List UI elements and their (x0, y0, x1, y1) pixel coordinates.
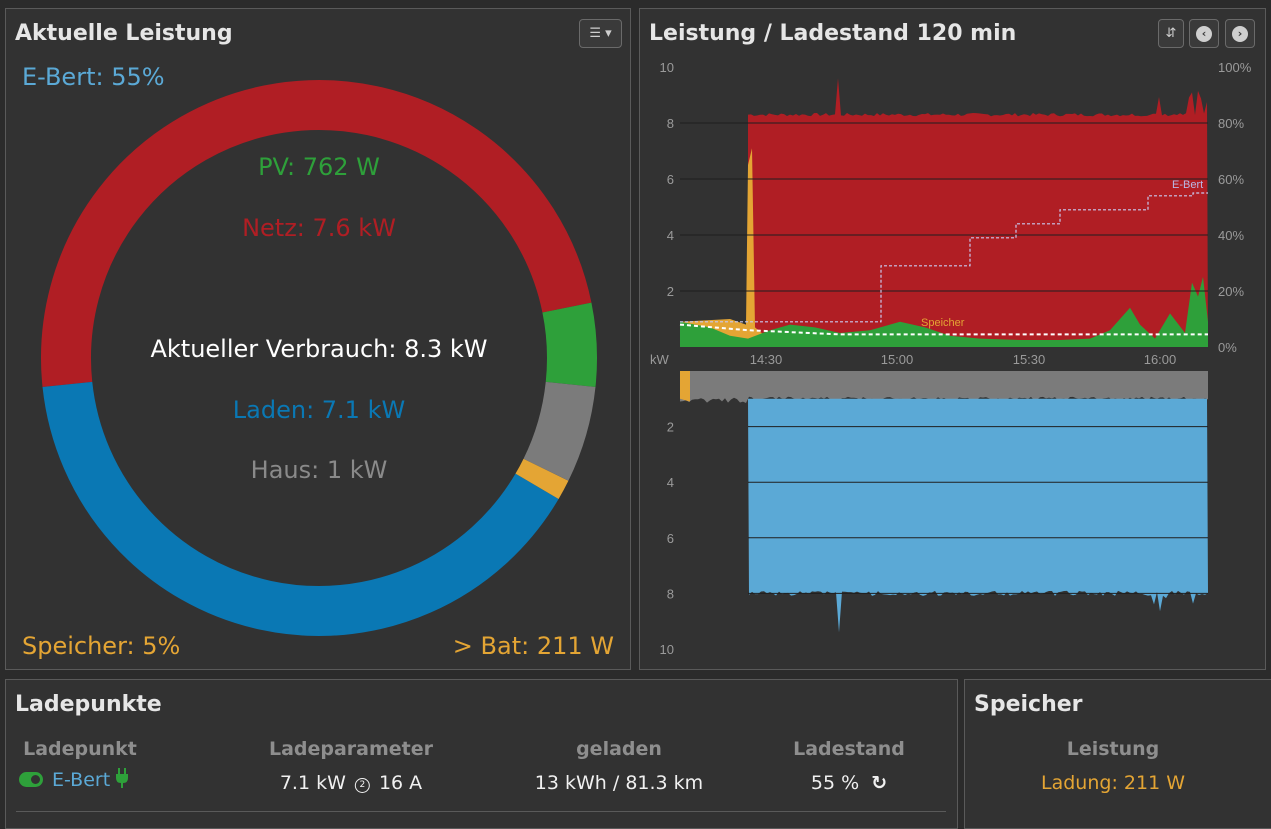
plug-icon (115, 768, 129, 793)
y-tick-label-lower: 6 (667, 531, 674, 546)
refresh-icon[interactable]: ↻ (871, 772, 888, 794)
history-panel-title: Leistung / Ladestand 120 min (649, 21, 1017, 46)
storage-power-value: Ladung: 211 W (1041, 772, 1185, 794)
y-tick-label: 4 (667, 228, 674, 243)
house-arc (523, 381, 596, 481)
soc-value: 55 % ↻ (810, 772, 888, 794)
y2-tick-label: 20% (1218, 284, 1244, 299)
charging-power-label: Laden: 7.1 kW (232, 396, 406, 424)
menu-bars-icon: ☰ ▾ (589, 26, 612, 41)
battery-power-label: > Bat: 211 W (452, 632, 614, 660)
chart-menu-button[interactable]: ☰ ▾ (579, 19, 622, 48)
y2-tick-label: 40% (1218, 228, 1244, 243)
house-power-label: Haus: 1 kW (250, 456, 388, 484)
grid-arc (41, 80, 592, 388)
y-tick-label: 8 (667, 116, 674, 131)
x-tick-label: 15:30 (1013, 352, 1046, 367)
table-row[interactable]: E-Bert 7.1 kW 2 16 A 13 kWh / 81.3 km 55… (6, 680, 957, 820)
chargepoint-toggle[interactable] (19, 772, 43, 787)
history-panel: Leistung / Ladestand 120 min ⇵ ‹ › 10 8 6 4… (639, 8, 1266, 670)
chargepoint-name[interactable]: E-Bert (52, 769, 111, 791)
charged-energy: 13 kWh / 81.3 km (534, 772, 704, 794)
y-tick-label: 10 (660, 60, 674, 75)
y-tick-label-lower: 10 (660, 642, 674, 657)
storage-panel: Speicher Leistung Ladung: 211 W (964, 679, 1271, 829)
power-panel: Aktuelle Leistung ☰ ▾ E-Bert: 55% PV: 76… (5, 8, 631, 670)
ebert-series-label: E-Bert (1172, 179, 1203, 191)
y2-tick-label: 60% (1218, 172, 1244, 187)
unit-label: kW (650, 352, 670, 367)
chart-next-button[interactable]: › (1225, 19, 1255, 48)
charging-arc (42, 381, 559, 636)
y-tick-label-lower: 4 (667, 475, 674, 490)
y-tick-label-lower: 8 (667, 586, 674, 601)
chargepoints-panel-title: Ladepunkte (15, 692, 162, 717)
battery-arc (515, 458, 569, 500)
power-panel-title: Aktuelle Leistung (15, 21, 233, 46)
speicher-area (680, 148, 765, 347)
storage-panel-title: Speicher (974, 692, 1083, 717)
power-donut (41, 80, 597, 636)
x-tick-label: 15:00 (881, 352, 914, 367)
speicher-lower-area (680, 371, 690, 402)
speicher-series-label: Speicher (921, 317, 965, 329)
row-divider (16, 811, 946, 812)
x-tick-label: 14:30 (750, 352, 783, 367)
sort-icon: ⇵ (1165, 26, 1177, 41)
consumption-label: Aktueller Verbrauch: 8.3 kW (150, 335, 488, 363)
col-header-power: Leistung (1066, 738, 1160, 760)
chargepoint-params: 7.1 kW 2 16 A (279, 772, 423, 794)
pv-arc (542, 302, 597, 388)
col-header-parameters: Ladeparameter (268, 738, 434, 760)
vehicle-soc-label: E-Bert: 55% (22, 63, 165, 91)
ebert-soc-line (680, 192, 1208, 323)
y-tick-label: 6 (667, 172, 674, 187)
pv-area (680, 277, 1208, 347)
col-header-soc: Ladestand (793, 738, 905, 760)
chargepoints-panel: Ladepunkte Ladepunkt Ladeparameter gelad… (5, 679, 958, 829)
y2-tick-label: 100% (1218, 60, 1252, 75)
chevron-left-icon: ‹ (1196, 25, 1212, 42)
storage-soc-label: Speicher: 5% (22, 632, 181, 660)
haus-area (680, 371, 1208, 403)
chart-prev-button[interactable]: ‹ (1189, 19, 1219, 48)
speicher-soc-line (679, 323, 1208, 336)
grid-power-label: Netz: 7.6 kW (242, 214, 396, 242)
y-tick-label-lower: 2 (667, 420, 674, 435)
chart-sort-button[interactable]: ⇵ (1158, 19, 1184, 48)
chevron-right-icon: › (1232, 25, 1248, 42)
laden-area (748, 398, 1208, 633)
timer-icon: 2 (354, 778, 370, 793)
netz-area (680, 78, 1208, 347)
x-tick-label: 16:00 (1144, 352, 1177, 367)
pv-power-label: PV: 762 W (258, 153, 380, 181)
history-chart: 10 8 6 4 2 100% 80% 60% 40% 20% 0% 14:30 15:00 15:30 1… (650, 60, 1252, 657)
y2-tick-label: 0% (1218, 340, 1237, 355)
col-header-charged: geladen (576, 738, 662, 760)
y2-tick-label: 80% (1218, 116, 1244, 131)
y-tick-label: 2 (667, 284, 674, 299)
col-header-chargepoint: Ladepunkt (23, 738, 137, 760)
